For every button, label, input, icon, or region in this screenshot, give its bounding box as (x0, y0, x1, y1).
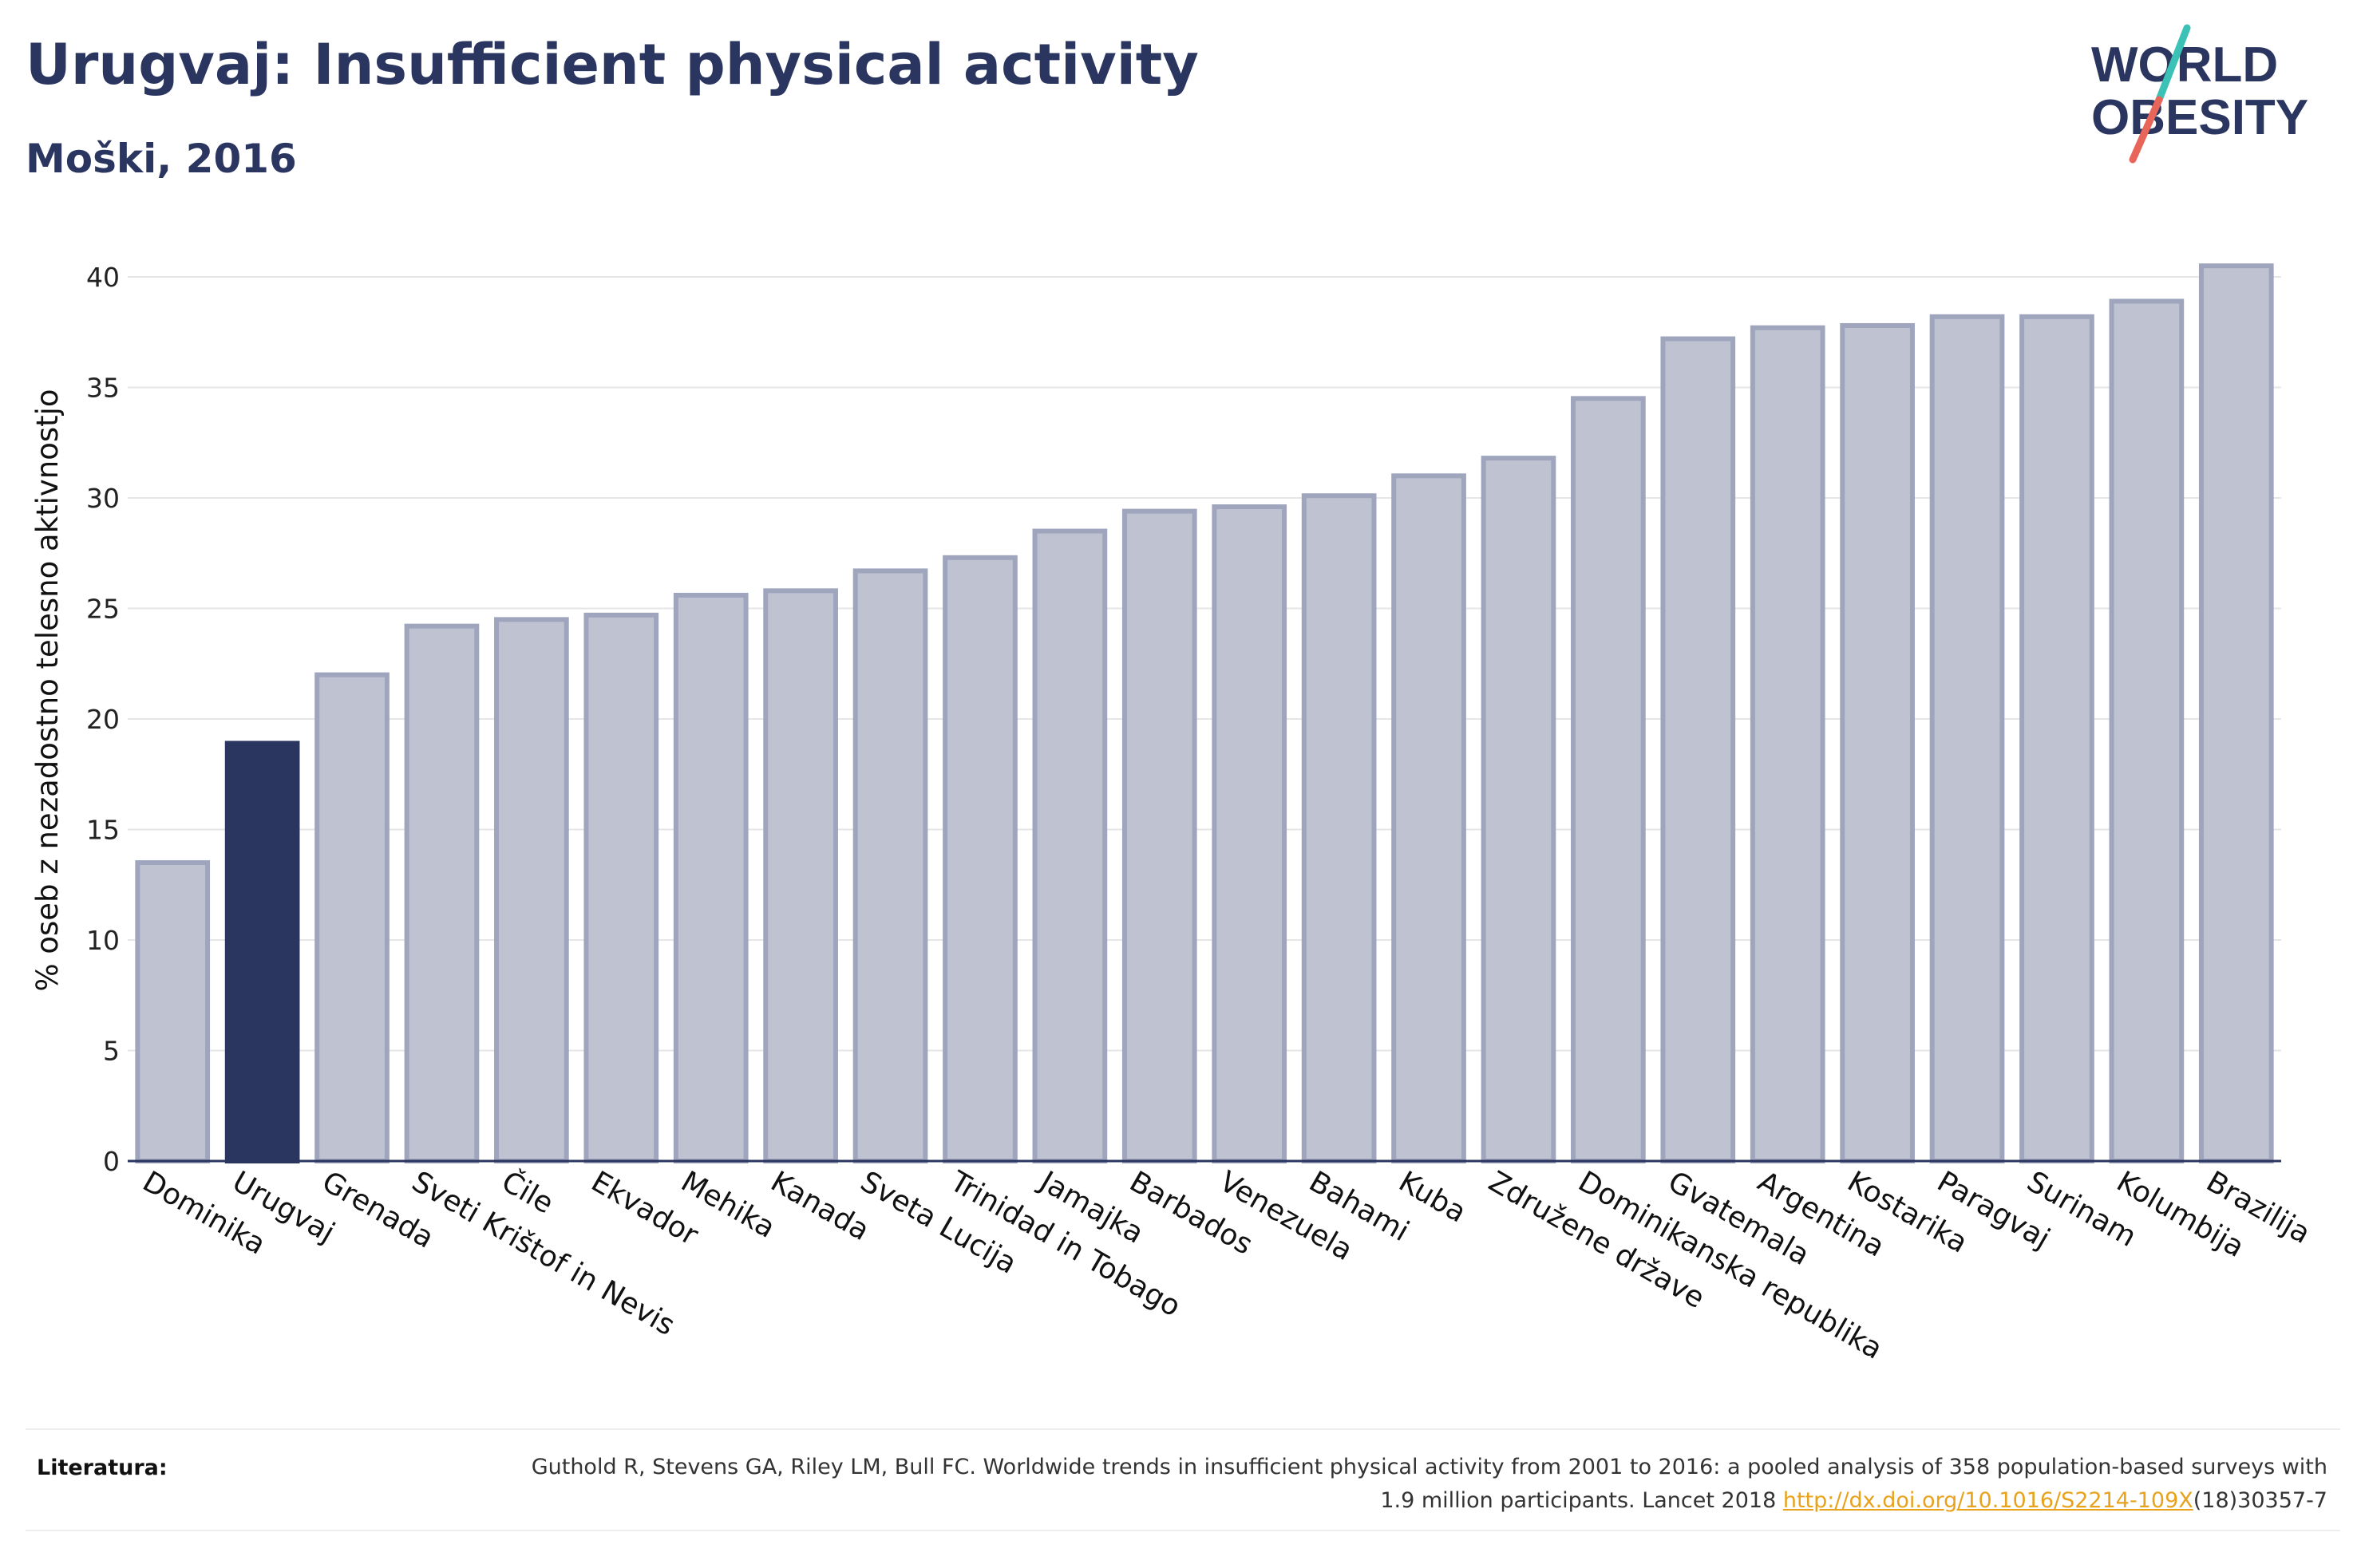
logo-slash-top (2155, 24, 2191, 104)
bar-18[interactable] (1750, 325, 1825, 1164)
reference-label: Literatura: (37, 1455, 168, 1480)
bar-5[interactable] (583, 612, 659, 1163)
bar-4[interactable] (494, 617, 569, 1163)
y-tick-label: 35 (86, 373, 120, 404)
bar-3[interactable] (404, 623, 480, 1163)
bar-0[interactable] (135, 860, 211, 1164)
bar-15[interactable] (1481, 456, 1556, 1163)
bar-chart: 0 5 10 15 20 25 30 35 40 DominikaUrugvajGrenadaS… (30, 262, 2316, 1366)
bar-20[interactable] (1929, 314, 2005, 1163)
logo-line1: WORLD (2091, 38, 2278, 93)
bar-19[interactable] (1840, 322, 1915, 1164)
bar-2[interactable] (314, 672, 390, 1163)
chart-subtitle: Moški, 2016 (26, 136, 297, 182)
y-tick-label: 15 (86, 815, 120, 846)
world-obesity-logo: WORLD OBESITY (2091, 24, 2308, 164)
y-tick-label: 40 (86, 262, 120, 293)
bar-23[interactable] (2198, 263, 2274, 1163)
y-tick-label: 5 (103, 1036, 120, 1067)
bar-11[interactable] (1121, 508, 1197, 1163)
bars (135, 263, 2274, 1164)
bar-13[interactable] (1301, 493, 1377, 1163)
bar-9[interactable] (943, 555, 1018, 1163)
reference-citation-end: (18)30357-7 (2193, 1488, 2327, 1513)
bar-8[interactable] (852, 568, 928, 1163)
logo-line2: OBESITY (2091, 90, 2308, 145)
bar-12[interactable] (1212, 504, 1287, 1163)
reference-doi-link[interactable]: http://dx.doi.org/10.1016/S2214-109X (1782, 1488, 2193, 1513)
bar-7[interactable] (763, 588, 838, 1163)
bar-14[interactable] (1391, 473, 1466, 1163)
chart-title: Urugvaj: Insufficient physical activity (26, 32, 1199, 97)
y-tick-label: 20 (86, 704, 120, 735)
footer: Literatura: Guthold R, Stevens GA, Riley… (26, 1428, 2340, 1531)
y-tick-label: 30 (86, 483, 120, 514)
bar-6[interactable] (673, 592, 749, 1163)
bar-21[interactable] (2019, 314, 2094, 1163)
bar-17[interactable] (1660, 336, 1736, 1163)
logo-slash-bottom (2129, 96, 2163, 164)
y-tick-label: 10 (86, 925, 120, 956)
y-axis-label: % oseb z nezadostno telesno aktivnostjo (30, 389, 65, 991)
y-tick-label: 25 (86, 594, 120, 625)
bar-10[interactable] (1032, 528, 1108, 1163)
x-tick-label: Čile (496, 1164, 559, 1220)
reference-citation: Guthold R, Stevens GA, Riley LM, Bull FC… (531, 1455, 2327, 1513)
y-tick-label: 0 (103, 1146, 120, 1177)
reference-text: Guthold R, Stevens GA, Riley LM, Bull FC… (492, 1451, 2327, 1518)
bar-22[interactable] (2109, 298, 2185, 1164)
bar-1[interactable] (224, 741, 300, 1163)
bar-16[interactable] (1571, 396, 1646, 1164)
x-tick-label: Kanada (765, 1165, 875, 1247)
y-axis-ticks: 0 5 10 15 20 25 30 35 40 (86, 262, 120, 1177)
